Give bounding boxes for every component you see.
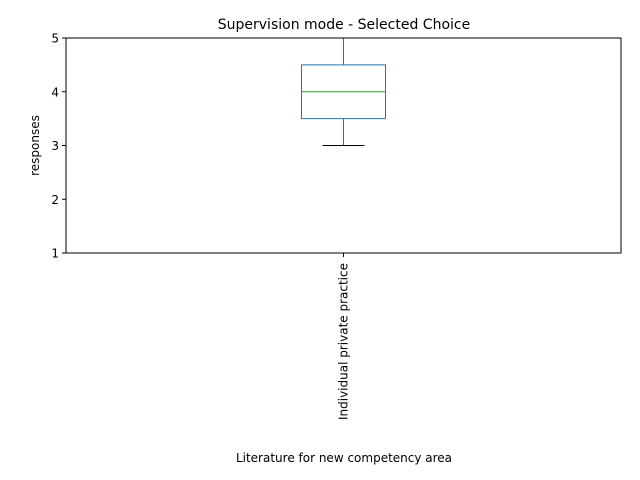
- chart-title: Supervision mode - Selected Choice: [218, 17, 470, 33]
- x-axis-label: Literature for new competency area: [236, 451, 452, 465]
- y-tick-label: 2: [51, 193, 59, 207]
- x-tick-label: Individual private practice: [337, 263, 351, 420]
- y-tick-label: 5: [51, 32, 59, 46]
- y-tick-label: 1: [51, 247, 59, 261]
- y-tick-label: 4: [51, 85, 59, 99]
- y-tick-label: 3: [51, 139, 59, 153]
- y-axis-label: responses: [28, 115, 42, 176]
- y-axis-ticks: 1 2 3 4 5: [51, 32, 66, 261]
- plot-area-frame: [65, 37, 622, 254]
- x-axis-ticks: Individual private practice: [337, 253, 351, 420]
